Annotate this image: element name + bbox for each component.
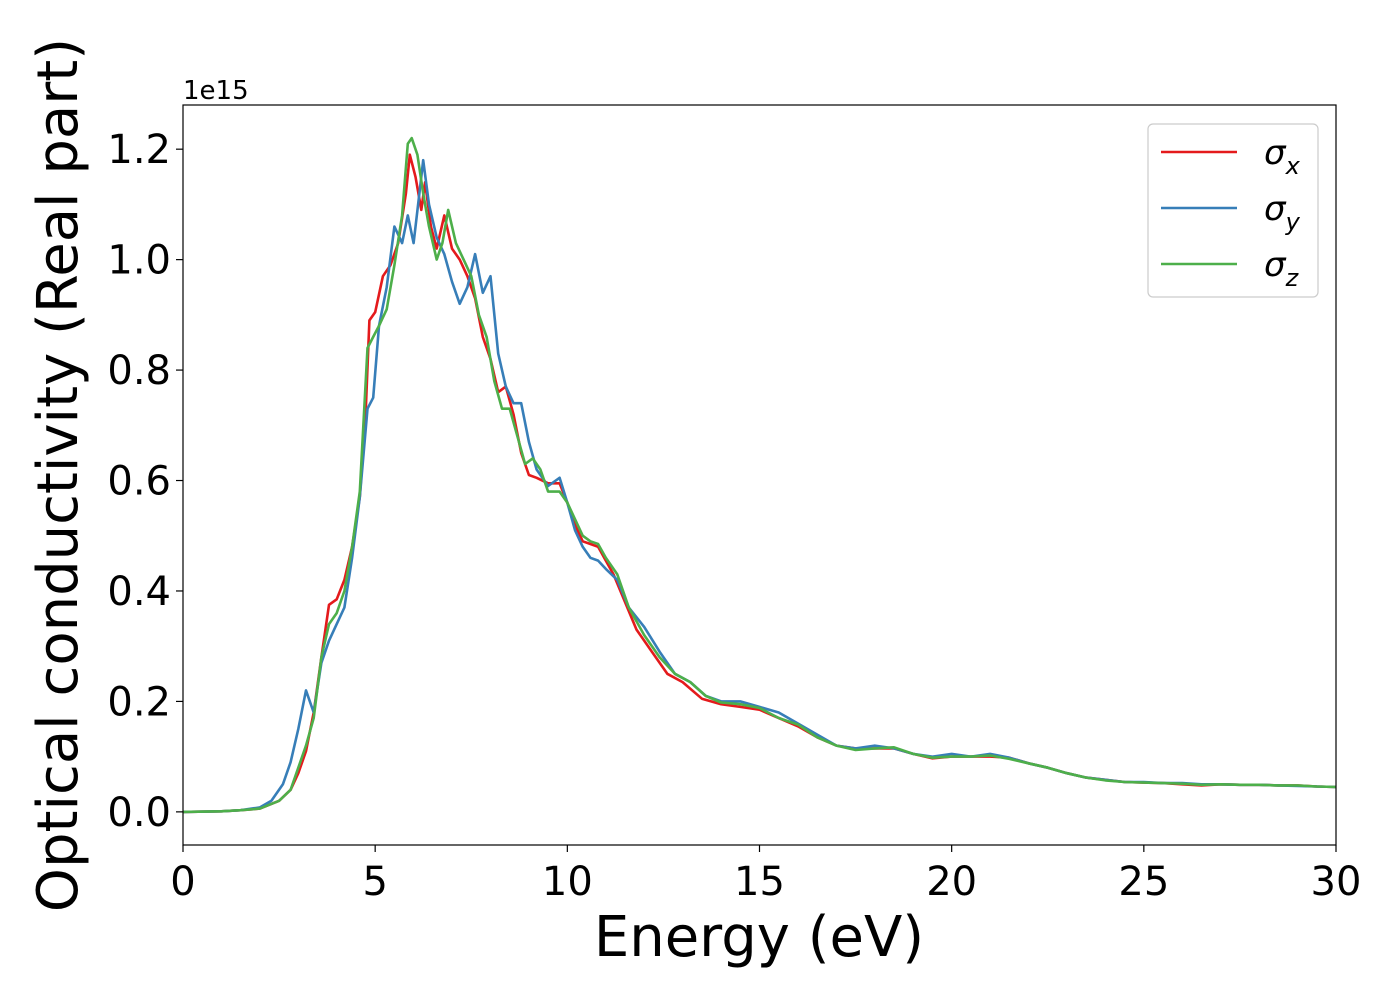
y-axis-ticks: 0.0 0.2 0.4 0.6 0.8 1.0 1.2 <box>107 127 183 836</box>
legend-label-subscript: z <box>1285 264 1300 292</box>
series-line-z <box>183 136 1336 814</box>
legend-label-subscript: y <box>1285 208 1301 236</box>
legend-label-y: σy <box>1264 189 1301 236</box>
y-axis-title: Optical conductivity (Real part) <box>26 38 91 912</box>
y-tick-label: 1.2 <box>107 127 171 173</box>
y-tick-label: 1.0 <box>107 238 171 284</box>
series-layer <box>183 136 1336 814</box>
legend-label-symbol: σ <box>1264 133 1287 173</box>
y-tick-label: 0.8 <box>107 348 171 394</box>
legend-label-symbol: σ <box>1264 245 1287 285</box>
legend-label-symbol: σ <box>1264 189 1287 229</box>
plot-frame <box>182 104 1337 846</box>
y-tick-label: 0.6 <box>107 459 171 505</box>
x-axis-title: Energy (eV) <box>594 905 924 970</box>
x-axis-ticks: 0 5 10 15 20 25 30 <box>170 845 1361 905</box>
x-tick-label: 25 <box>1118 859 1169 905</box>
legend-box <box>1147 123 1319 298</box>
legend-label-x: σx <box>1264 133 1301 180</box>
x-tick-label: 0 <box>170 859 195 905</box>
x-tick-label: 30 <box>1311 859 1362 905</box>
y-tick-label: 0.4 <box>107 569 171 615</box>
x-tick-label: 10 <box>542 859 593 905</box>
x-tick-label: 15 <box>734 859 785 905</box>
y-offset-label: 1e15 <box>183 76 249 106</box>
legend-label-z: σz <box>1264 245 1300 292</box>
x-tick-label: 20 <box>926 859 977 905</box>
legend-label-subscript: x <box>1285 152 1301 180</box>
x-tick-label: 5 <box>362 859 387 905</box>
y-tick-label: 0.0 <box>107 790 171 836</box>
y-tick-label: 0.2 <box>107 679 171 725</box>
